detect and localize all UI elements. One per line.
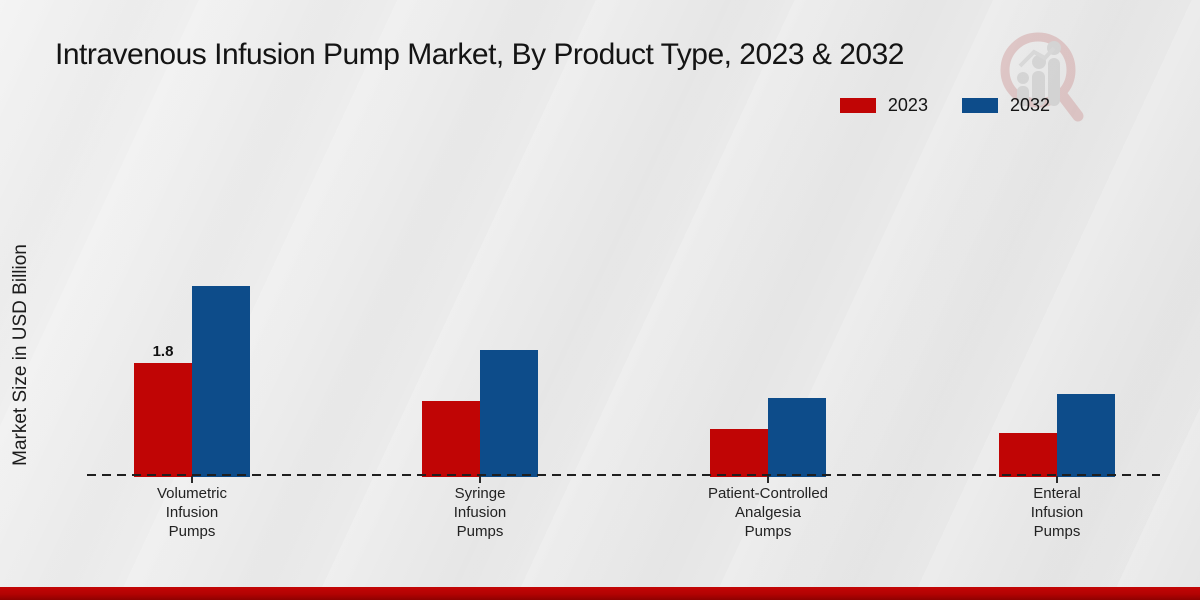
legend-item-2032: 2032	[961, 95, 1050, 116]
x-axis-tick	[1056, 476, 1058, 483]
category-label-1: Syringe Infusion Pumps	[453, 485, 507, 540]
bar-2023-category-0	[134, 363, 192, 477]
bar-2032-category-1	[480, 350, 538, 477]
legend-label-2023: 2023	[887, 95, 928, 115]
chart-title: Intravenous Infusion Pump Market, By Pro…	[55, 38, 904, 71]
bar-2032-category-2	[768, 398, 826, 477]
bar-2023-category-2	[710, 429, 768, 477]
data-label-2023: 1.8	[152, 343, 174, 360]
x-axis-tick	[767, 476, 769, 483]
legend: 2023 2032	[839, 95, 1050, 116]
bar-2023-category-1	[422, 401, 480, 477]
x-axis-tick	[479, 476, 481, 483]
x-axis-baseline	[87, 474, 1160, 476]
bar-2023-category-3	[999, 433, 1057, 477]
legend-swatch-2023-icon	[839, 98, 876, 113]
legend-item-2023: 2023	[839, 95, 928, 116]
category-label-2: Patient-Controlled Analgesia Pumps	[707, 485, 829, 540]
category-label-3: Enteral Infusion Pumps	[1030, 485, 1084, 540]
watermark-logo-icon	[1000, 32, 1084, 122]
category-label-0: Volumetric Infusion Pumps	[156, 485, 228, 540]
legend-swatch-2032-icon	[961, 98, 998, 113]
x-axis-tick	[191, 476, 193, 483]
legend-label-2032: 2032	[1009, 95, 1050, 115]
bar-2032-category-3	[1057, 394, 1115, 477]
bottom-accent-bar	[0, 587, 1200, 600]
bar-2032-category-0	[192, 286, 250, 477]
